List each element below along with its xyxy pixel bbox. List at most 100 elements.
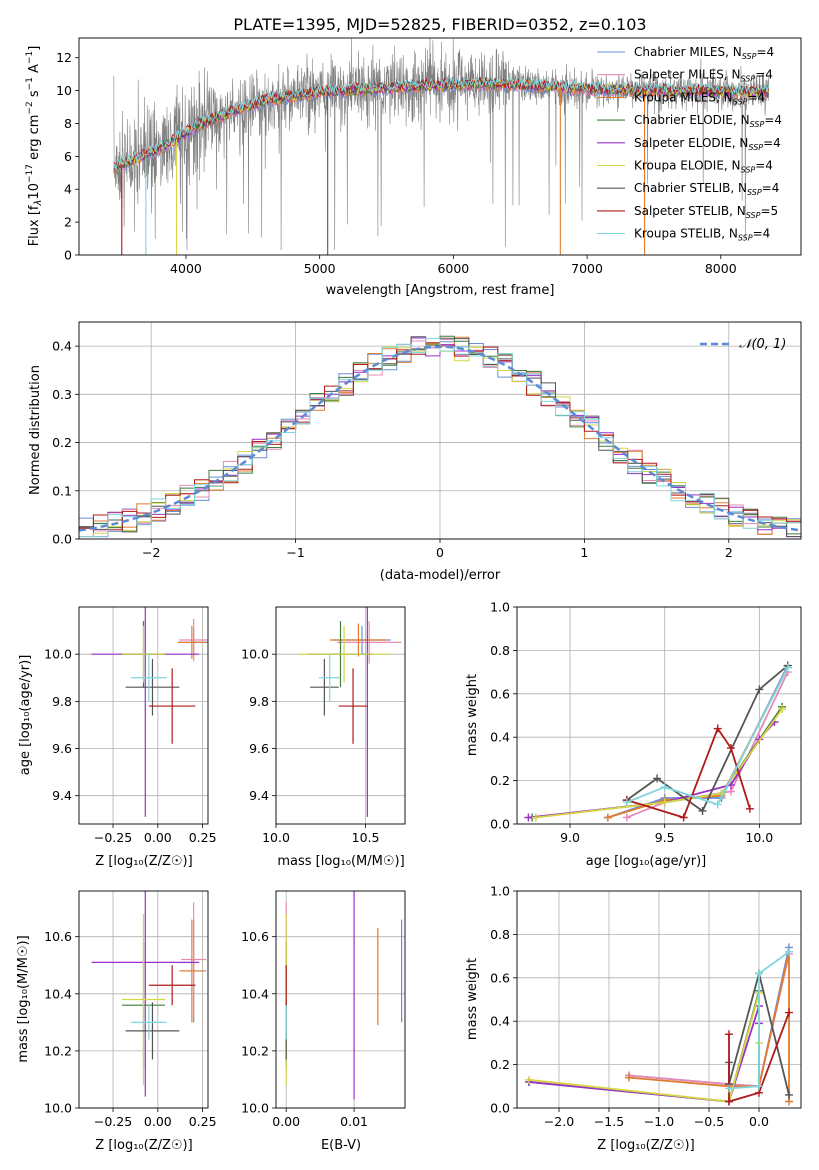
mass-weight-line xyxy=(626,664,789,813)
mass-weight-marker xyxy=(725,1084,733,1093)
legend-entry: Salpeter ELODIE, NSSP=4 xyxy=(634,136,781,152)
age-vs-mass-panel: 10.0 10.5 9.4 9.6 9.8 10.0 xyxy=(241,606,406,845)
mass-weight-line xyxy=(626,667,789,806)
spectrum-x-label: wavelength [Angstrom, rest frame] xyxy=(326,283,555,298)
mass-weight-marker xyxy=(524,813,533,822)
error-cross xyxy=(122,913,165,1086)
axes-frame: 9.0 9.5 10.0 0.0 0.2 0.4 0.6 0.8 1.0 xyxy=(490,600,802,845)
y-tick-label: 0.4 xyxy=(490,1014,510,1029)
x-tick-label: 0 xyxy=(436,545,444,560)
mass-weight-marker xyxy=(525,1075,533,1084)
y-tick-label: 9.4 xyxy=(52,788,72,803)
mass-weight-marker xyxy=(725,1030,733,1039)
y-tick-label: 0.2 xyxy=(490,1057,510,1072)
y-tick-label: 2 xyxy=(64,215,72,230)
y-tick-label: 10.2 xyxy=(44,1043,72,1058)
mass-weight-marker xyxy=(713,724,722,733)
axes-border xyxy=(275,606,406,825)
x-tick-label: 0.25 xyxy=(189,830,217,845)
y-tick-label: 1.0 xyxy=(490,884,510,899)
x-tick-label: −1 xyxy=(286,545,304,560)
mass-z-y-label: mass [log₁₀(M/M☉)] xyxy=(16,935,31,1062)
plot-area xyxy=(113,38,770,255)
mass-weight-marker xyxy=(622,813,631,822)
error-cross xyxy=(319,654,341,702)
y-tick-label: 9.6 xyxy=(249,741,269,756)
y-tick-label: 0.4 xyxy=(52,339,72,354)
mass-vs-ebv-panel: 0.00 0.01 10.0 10.2 10.4 10.6 xyxy=(241,890,406,1129)
legend-entry: Chabrier MILES, NSSP=4 xyxy=(634,45,774,61)
y-tick-label: 0.2 xyxy=(490,773,510,788)
error-cross xyxy=(130,1005,167,1040)
legend-entry: Chabrier STELIB, NSSP=4 xyxy=(634,181,779,197)
x-tick-label: −0.25 xyxy=(94,830,132,845)
spectrum-legend: Chabrier MILES, NSSP=4 Salpeter MILES, NS… xyxy=(597,45,782,243)
error-cross xyxy=(310,658,339,716)
axes-frame: 0.00 0.01 10.0 10.2 10.4 10.6 xyxy=(241,890,406,1129)
age-z-y-label: age [log₁₀(age/yr)] xyxy=(18,655,33,776)
y-tick-label: 10 xyxy=(56,83,72,98)
legend-entry: Salpeter MILES, NSSP=4 xyxy=(634,68,773,84)
y-tick-label: 10.6 xyxy=(241,929,269,944)
y-tick-label: 0 xyxy=(64,248,72,263)
x-tick-label: 0.01 xyxy=(340,1114,368,1129)
mass-weight-marker xyxy=(698,806,707,815)
axes-border xyxy=(275,890,406,1109)
mass-weight-vs-age-panel: 9.0 9.5 10.0 0.0 0.2 0.4 0.6 0.8 1.0 xyxy=(490,600,802,845)
mass-weight-marker xyxy=(755,969,763,978)
x-tick-label: 7000 xyxy=(571,261,603,276)
mass-weight-line xyxy=(728,951,790,1090)
y-tick-label: 10.4 xyxy=(44,986,72,1001)
mass-weight-vs-metallicity-panel: −2.0 −1.5 −1.0 −0.5 0.0 0.0 0.2 0.4 0.6 0.8 1.0 xyxy=(490,884,802,1129)
plot-area xyxy=(91,891,207,1097)
spectrum-title: PLATE=1395, MJD=52825, FIBERID=0352, z=0… xyxy=(233,15,646,34)
mass-weight-marker xyxy=(625,1073,633,1082)
residual-y-label: Normed distribution xyxy=(28,365,43,495)
error-cross xyxy=(91,891,200,1097)
x-tick-label: 10.0 xyxy=(745,830,773,845)
y-tick-label: 0.0 xyxy=(52,532,72,547)
mass-vs-metallicity-panel: −0.25 0.00 0.25 10.0 10.2 10.4 10.6 xyxy=(44,890,217,1129)
mass-weight-marker xyxy=(713,800,722,809)
mass-weight-marker xyxy=(745,804,754,813)
mass-weight-marker xyxy=(622,798,631,807)
residual-x-label: (data-model)/error xyxy=(380,568,501,583)
x-tick-label: −0.5 xyxy=(694,1114,724,1129)
mass-weight-marker xyxy=(785,947,793,956)
x-tick-label: 5000 xyxy=(304,261,336,276)
residual-legend: 𝒩(0, 1) xyxy=(700,337,786,352)
mass-weight-marker xyxy=(785,1090,793,1099)
normal-distribution-curve xyxy=(79,345,801,532)
error-cross xyxy=(148,668,196,744)
y-tick-label: 4 xyxy=(64,182,72,197)
x-tick-label: 10.0 xyxy=(262,830,290,845)
error-cross xyxy=(125,658,180,716)
y-tick-label: 9.8 xyxy=(52,694,72,709)
x-tick-label: 6000 xyxy=(437,261,469,276)
y-tick-label: 9.4 xyxy=(249,788,269,803)
error-cross xyxy=(329,623,388,657)
age-mass-x-label: mass [log₁₀(M/M☉)] xyxy=(277,854,404,869)
y-tick-label: 10.0 xyxy=(44,1101,72,1116)
axes-border xyxy=(516,606,802,825)
axes-border xyxy=(516,890,802,1109)
error-cross xyxy=(336,621,402,664)
age-z-x-label: Z [log₁₀(Z/Z☉)] xyxy=(95,854,192,869)
mass-weight-marker xyxy=(778,704,787,713)
y-tick-label: 6 xyxy=(64,149,72,164)
error-cross xyxy=(122,625,165,683)
plot-area xyxy=(79,335,801,538)
grid-lines xyxy=(276,891,405,1109)
y-tick-label: 10.6 xyxy=(44,929,72,944)
y-tick-label: 0.0 xyxy=(490,1101,510,1116)
y-tick-label: 10.0 xyxy=(241,647,269,662)
axes-frame: −2 −1 0 1 2 0.0 0.1 0.2 0.3 0.4 xyxy=(52,321,802,560)
mass-z-x-label: Z [log₁₀(Z/Z☉)] xyxy=(95,1138,192,1153)
mass-weight-line xyxy=(535,708,783,819)
x-tick-label: 0.25 xyxy=(189,1114,217,1129)
model-spectrum-line xyxy=(113,76,769,170)
mass-weight-marker xyxy=(785,1008,793,1017)
mass-weight-marker xyxy=(783,663,792,672)
y-tick-label: 12 xyxy=(56,50,72,65)
x-tick-label: 10.5 xyxy=(352,830,380,845)
